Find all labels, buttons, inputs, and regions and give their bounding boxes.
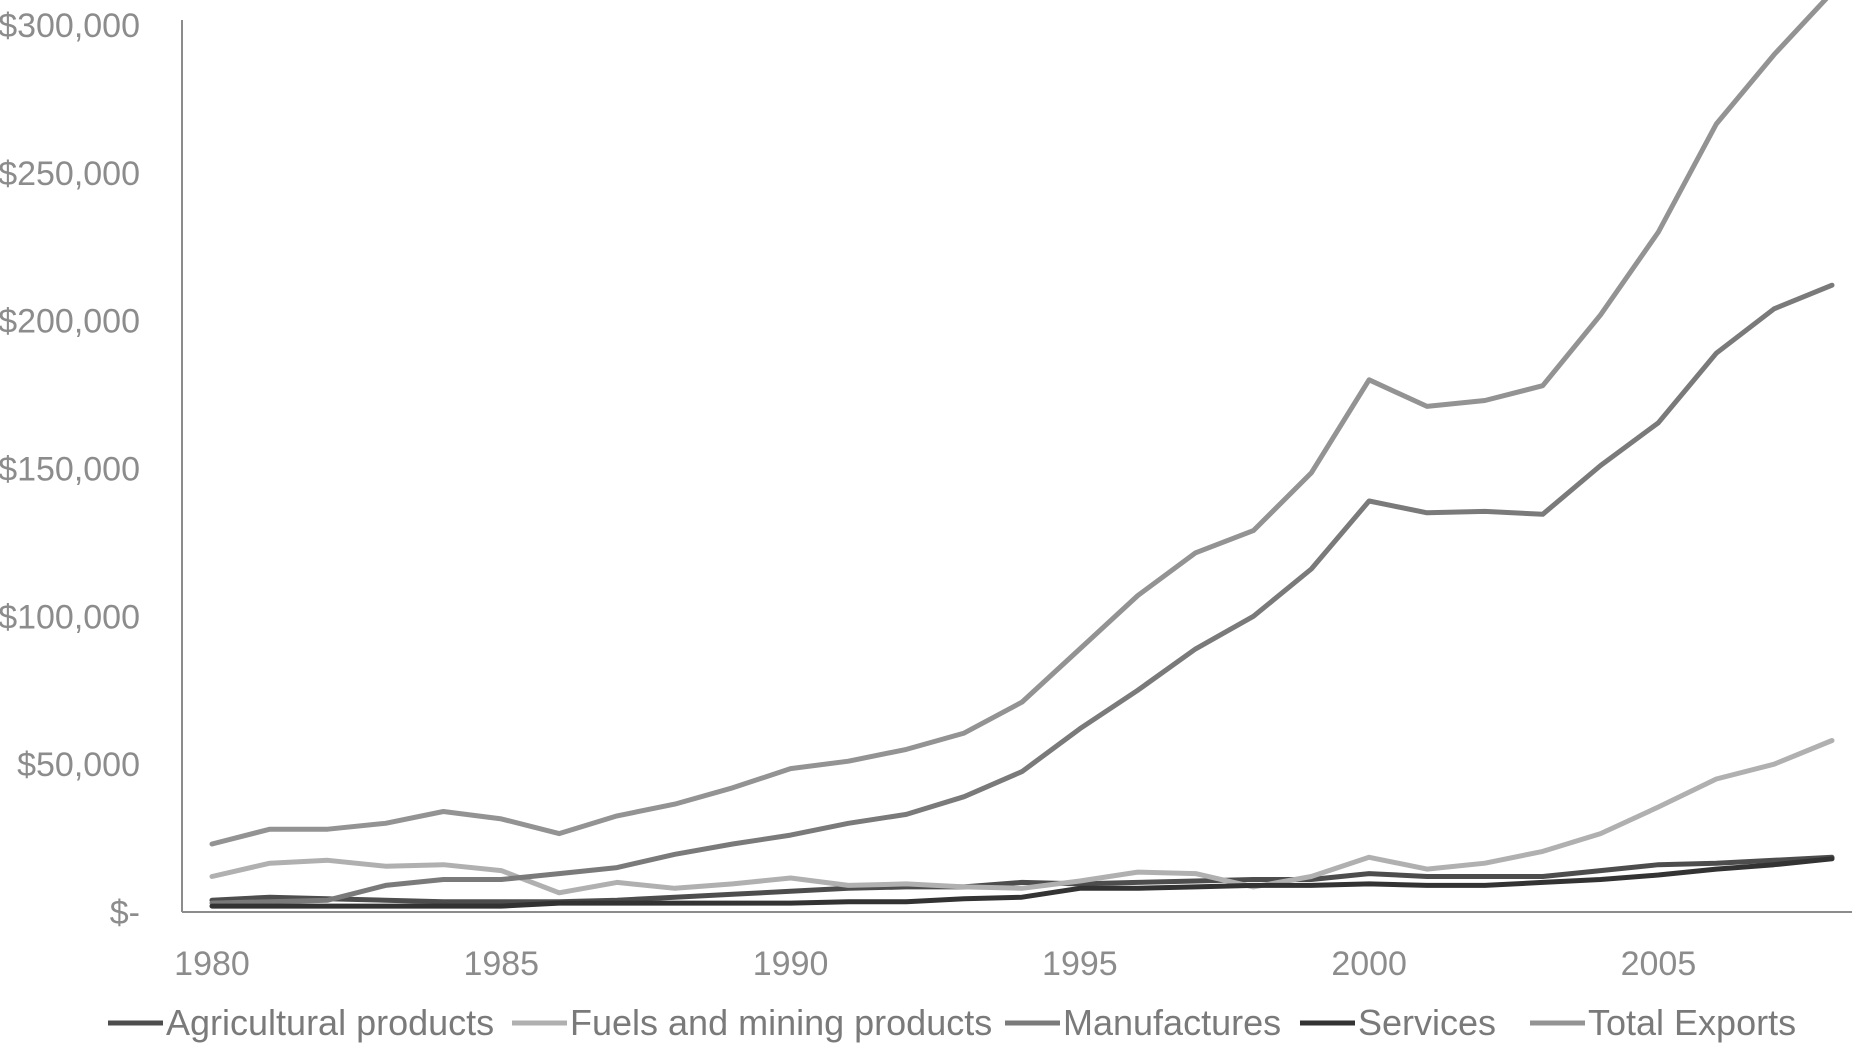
x-tick-label: 1995 bbox=[1042, 945, 1118, 983]
series-line-services bbox=[209, 856, 1835, 909]
x-tick-label: 2005 bbox=[1621, 945, 1697, 983]
legend-label: Total Exports bbox=[1588, 1002, 1796, 1043]
axes bbox=[181, 20, 1852, 913]
x-tick-label: 1980 bbox=[174, 945, 250, 983]
x-tick-label: 1985 bbox=[463, 945, 539, 983]
y-tick-label: $250,000 bbox=[0, 155, 140, 193]
legend-label: Agricultural products bbox=[166, 1002, 494, 1043]
series-line-total-exports bbox=[209, 0, 1829, 847]
y-tick-label: $50,000 bbox=[17, 746, 140, 784]
legend-item-total-exports: Total Exports bbox=[1530, 1002, 1796, 1043]
y-tick-label: $- bbox=[110, 894, 140, 932]
legend-item-fuels-and-mining-products: Fuels and mining products bbox=[512, 1002, 992, 1043]
legend-item-services: Services bbox=[1300, 1002, 1496, 1043]
y-tick-labels: $- $50,000 $100,000 $150,000 $200,000 $250,00… bbox=[0, 7, 140, 932]
legend-label: Fuels and mining products bbox=[570, 1002, 992, 1043]
y-tick-label: $100,000 bbox=[0, 598, 140, 636]
legend-item-agricultural-products: Agricultural products bbox=[108, 1002, 494, 1043]
series-line-fuels-and-mining-products bbox=[209, 738, 1835, 896]
legend-label: Services bbox=[1358, 1002, 1496, 1043]
x-tick-label: 2000 bbox=[1331, 945, 1407, 983]
legend-item-manufactures: Manufactures bbox=[1005, 1002, 1281, 1043]
legend: Agricultural products Fuels and mining pr… bbox=[108, 1002, 1796, 1043]
y-tick-label: $300,000 bbox=[0, 7, 140, 45]
series-line-manufactures bbox=[209, 282, 1835, 906]
y-tick-label: $150,000 bbox=[0, 451, 140, 489]
legend-label: Manufactures bbox=[1063, 1002, 1281, 1043]
y-tick-label: $200,000 bbox=[0, 303, 140, 341]
series-line-agricultural-products bbox=[209, 854, 1835, 905]
x-tick-labels: 1980 1985 1990 1995 2000 2005 bbox=[174, 945, 1696, 983]
series-lines bbox=[209, 0, 1835, 909]
x-tick-label: 1990 bbox=[753, 945, 829, 983]
